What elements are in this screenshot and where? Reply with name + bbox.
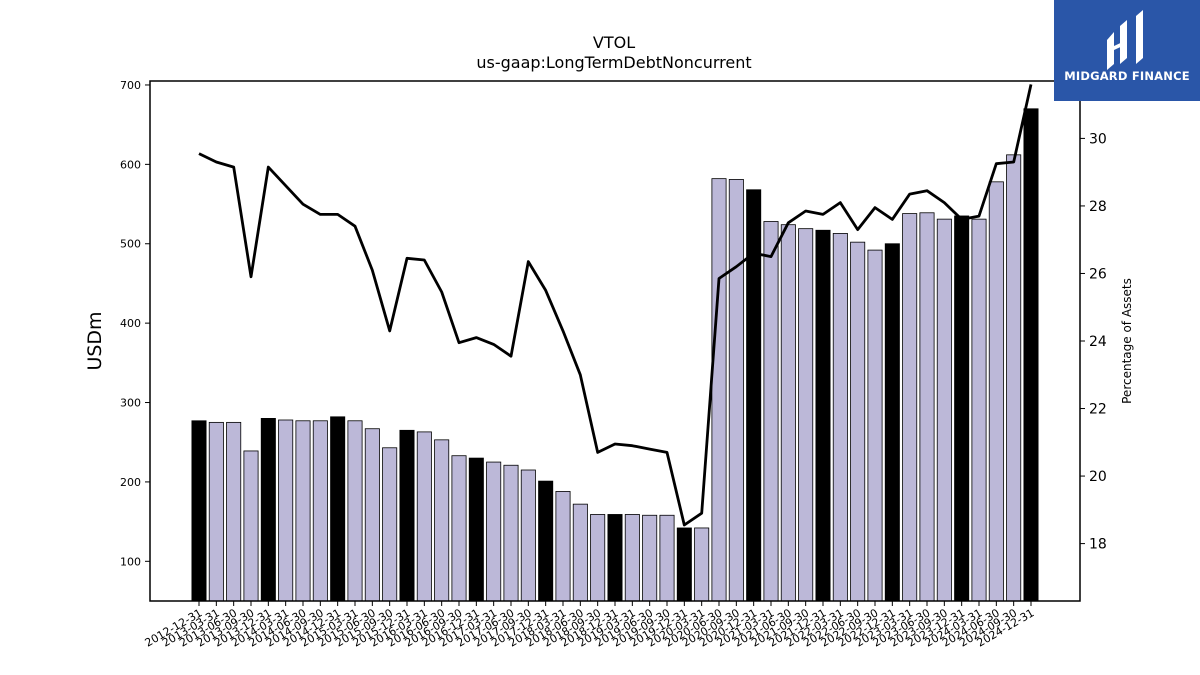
bar	[676, 527, 692, 602]
bar	[607, 514, 623, 602]
bar	[503, 464, 519, 602]
series-line	[198, 84, 1033, 527]
bar	[451, 455, 467, 602]
brand-mark-icon	[1107, 10, 1143, 70]
bar	[468, 457, 484, 602]
y-tick-label: 600	[120, 158, 141, 171]
bar	[191, 420, 207, 602]
bar	[399, 429, 415, 602]
y2-tick-label: 26	[1089, 266, 1107, 282]
bar	[486, 461, 502, 602]
bar	[988, 181, 1004, 602]
chart-title: VTOL	[593, 33, 635, 52]
bar	[815, 229, 831, 602]
bar	[347, 420, 363, 602]
bar	[850, 241, 866, 602]
y-axis-left: 100 200 300 400 500 600 700	[120, 79, 150, 568]
bar	[624, 514, 640, 602]
bar	[590, 514, 606, 602]
y2-axis-label: Percentage of Assets	[1120, 278, 1134, 404]
bar	[971, 218, 987, 602]
y2-tick-label: 22	[1089, 402, 1107, 418]
bar	[919, 212, 935, 602]
bar	[954, 215, 970, 602]
bar	[295, 420, 311, 602]
bar	[330, 416, 346, 602]
bar	[364, 428, 380, 602]
y-tick-label: 100	[120, 555, 141, 568]
bar	[642, 514, 658, 602]
y2-tick-label: 20	[1089, 469, 1107, 485]
bar	[728, 179, 744, 602]
bar	[208, 421, 224, 602]
bar	[746, 189, 762, 602]
y-tick-label: 500	[120, 238, 141, 251]
bar	[763, 221, 779, 602]
bar	[936, 218, 952, 602]
y-axis-label: USDm	[84, 311, 106, 370]
bar	[1006, 154, 1022, 602]
bar	[902, 213, 918, 602]
bar	[798, 228, 814, 602]
bar	[382, 447, 398, 602]
chart-subtitle: us-gaap:LongTermDebtNoncurrent	[476, 53, 751, 72]
bar	[538, 480, 554, 602]
y-tick-label: 700	[120, 79, 141, 92]
bar	[226, 421, 242, 602]
y2-tick-label: 18	[1089, 537, 1107, 553]
bar	[260, 418, 276, 602]
bar	[243, 450, 259, 602]
y-tick-label: 400	[120, 317, 141, 330]
bar	[867, 249, 883, 602]
brand-name: MIDGARD FINANCE	[1064, 69, 1190, 83]
bar	[572, 503, 588, 602]
bar	[1023, 108, 1039, 602]
bar	[555, 491, 571, 602]
line-layer	[198, 84, 1033, 527]
bar	[312, 420, 328, 602]
bar	[711, 178, 727, 602]
bar	[832, 233, 848, 602]
bar	[694, 527, 710, 602]
y2-tick-label: 30	[1089, 131, 1107, 147]
bar	[780, 224, 796, 602]
bar	[434, 439, 450, 602]
y-axis-right: 18 20 22 24 26 28 30	[1080, 131, 1107, 553]
bar	[659, 514, 675, 602]
bars	[191, 108, 1039, 602]
y2-tick-label: 28	[1089, 199, 1107, 215]
y2-tick-label: 24	[1089, 334, 1107, 350]
y-tick-label: 200	[120, 476, 141, 489]
y-tick-label: 300	[120, 397, 141, 410]
x-axis: 2012-12-312013-03-312013-06-302013-09-30…	[143, 601, 1037, 650]
bar	[416, 431, 432, 602]
bar	[884, 243, 900, 602]
bar	[520, 469, 536, 602]
brand-logo: MIDGARD FINANCE	[1054, 0, 1200, 101]
bar	[278, 419, 294, 602]
